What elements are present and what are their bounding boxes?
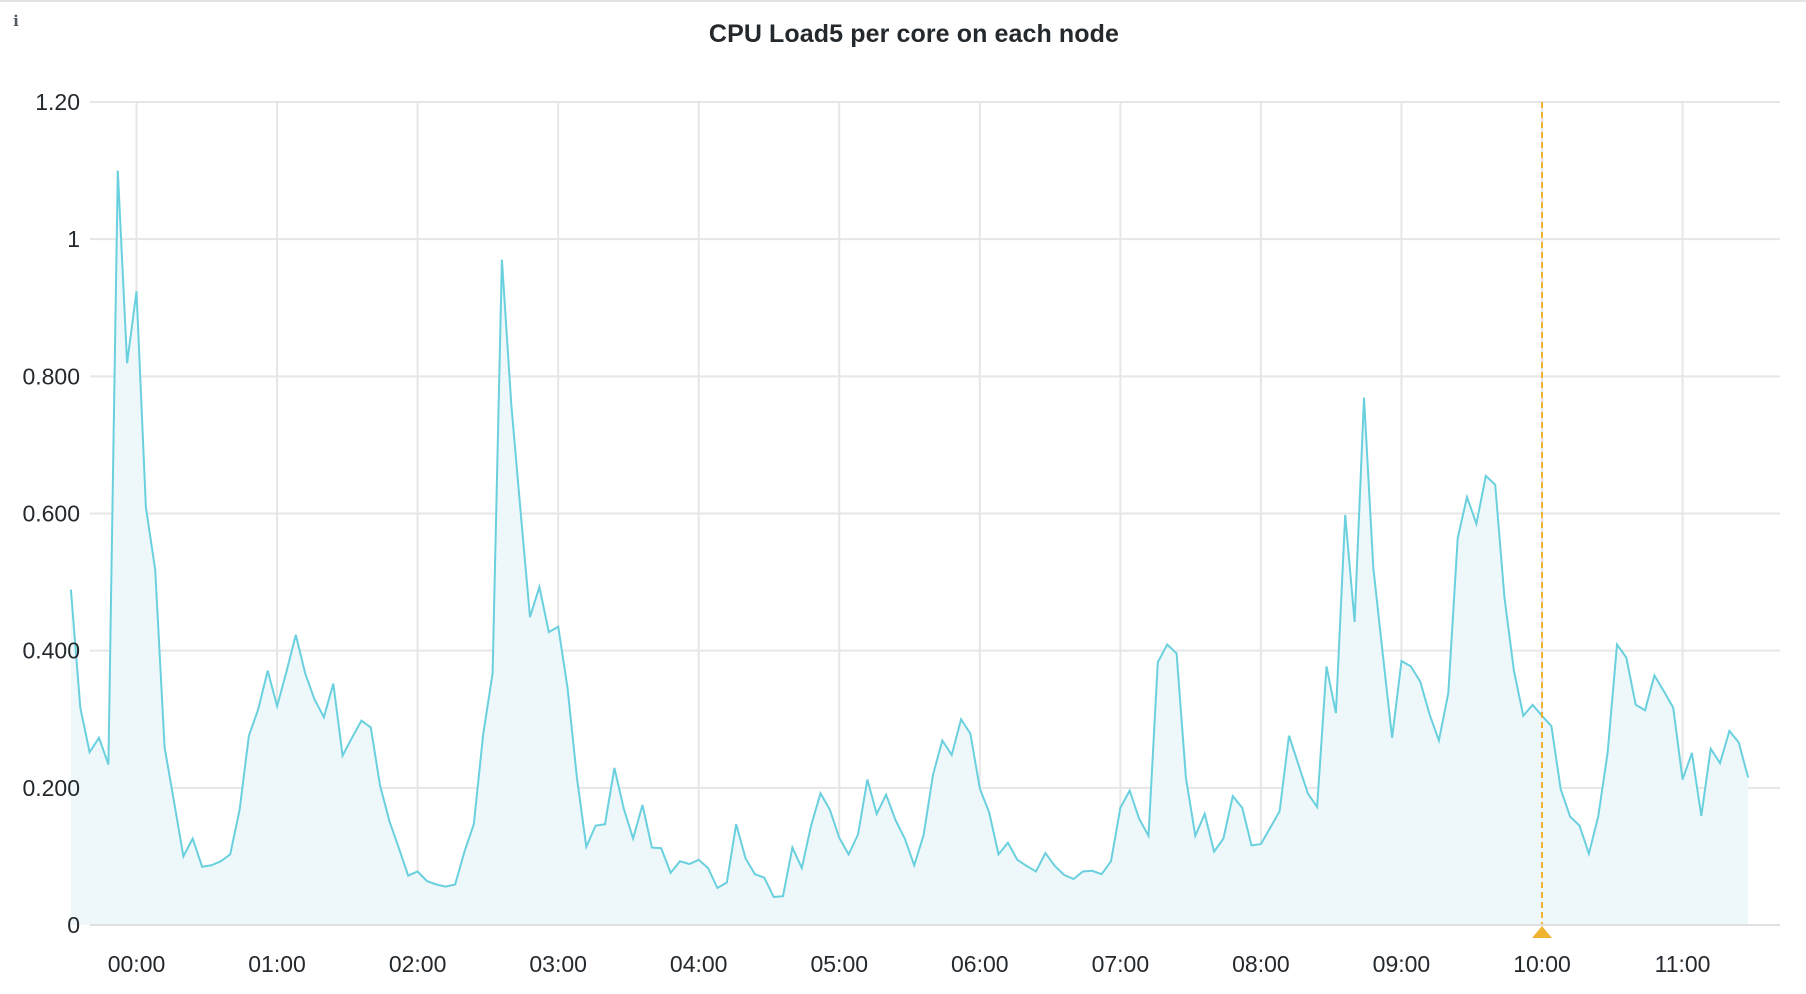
x-tick-label: 04:00 [670,951,728,977]
x-tick-label: 00:00 [108,951,166,977]
y-tick-label: 1 [67,226,80,252]
y-tick-label: 0.400 [22,638,80,664]
x-tick-label: 11:00 [1655,951,1711,977]
x-tick-label: 08:00 [1232,951,1290,977]
time-marker-triangle-icon[interactable] [1532,926,1552,938]
y-tick-label: 1.20 [35,89,80,115]
x-axis: 00:00 01:00 02:00 03:00 04:00 05:00 06:00 07:00… [90,924,1780,977]
x-tick-label: 01:00 [248,951,306,977]
x-tick-label: 05:00 [810,951,868,977]
y-tick-label: 0 [67,912,80,938]
y-axis: 0 0.200 0.400 0.600 0.800 1 1.20 [22,89,80,938]
y-tick-label: 0.600 [22,501,80,527]
time-marker[interactable] [1532,102,1552,938]
x-tick-label: 03:00 [529,951,587,977]
x-tick-label: 09:00 [1373,951,1431,977]
series-cpu-load5 [69,170,1750,926]
x-tick-label: 06:00 [951,951,1009,977]
x-tick-label: 02:00 [389,951,447,977]
series-line [69,170,1750,898]
y-tick-label: 0.800 [22,363,80,389]
y-tick-label: 0.200 [22,775,80,801]
x-tick-label: 10:00 [1513,951,1571,977]
panel-title: CPU Load5 per core on each node [708,20,1120,48]
x-tick-label: 07:00 [1092,951,1150,977]
series-area-fill [70,170,1749,926]
info-icon[interactable]: i [13,12,19,30]
